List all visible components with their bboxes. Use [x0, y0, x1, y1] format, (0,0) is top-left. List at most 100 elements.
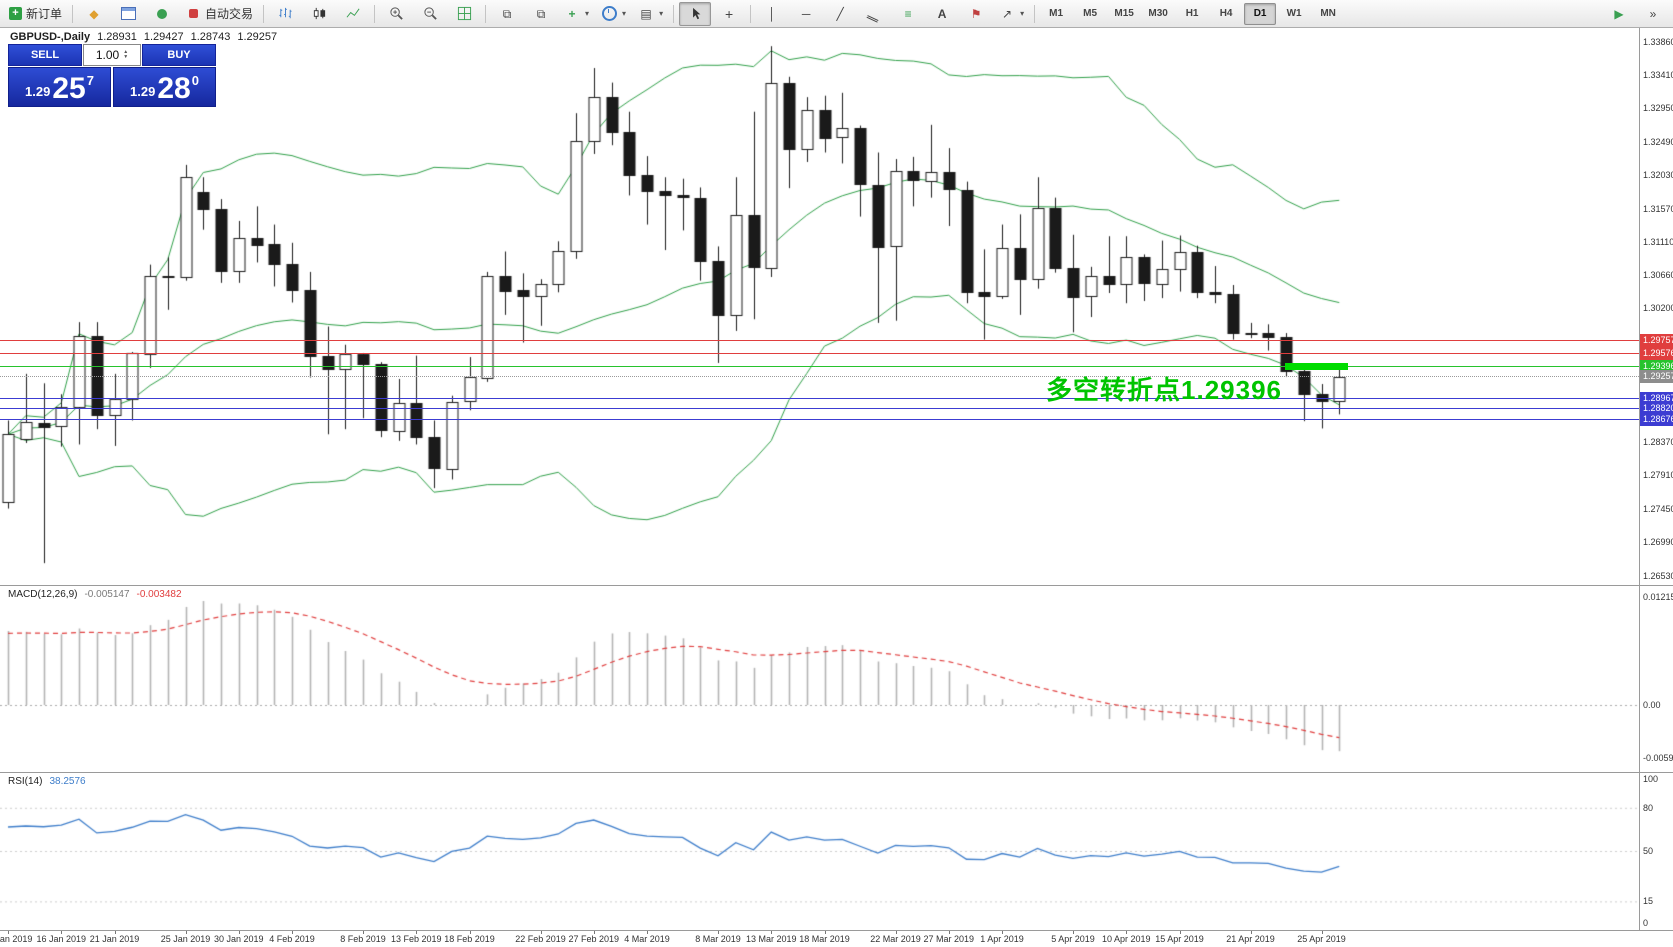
timeframe-d1-button[interactable]: D1	[1244, 2, 1277, 25]
toolbar-separator	[72, 4, 74, 23]
horizontal-line[interactable]	[0, 408, 1639, 410]
text-tool-button[interactable]: A	[926, 2, 958, 26]
autoscroll-button[interactable]: ▶	[1603, 2, 1635, 26]
horizontal-line[interactable]	[0, 340, 1639, 342]
cascade-windows-button[interactable]: ⧉	[525, 2, 557, 26]
spinner-up-icon[interactable]: ▲	[123, 49, 129, 55]
toolbar-separator	[673, 4, 675, 23]
spinner-down-icon[interactable]: ▼	[123, 54, 129, 60]
new-order-icon: +	[9, 7, 22, 20]
chart-canvas[interactable]	[0, 28, 1639, 930]
timeframe-m30-button[interactable]: M30	[1148, 8, 1168, 19]
timeframe-h4-button[interactable]: H4	[1219, 8, 1233, 19]
horizontal-line[interactable]	[0, 397, 1639, 399]
bid-big-digits: 25	[52, 72, 86, 105]
buy-button[interactable]: BUY	[142, 44, 216, 66]
main-toolbar: + 新订单 ◆ 自动交易 ⧉ ⧉ + ▾ ▾ ▤ ▾ + │ ─ ╱ ∥ ≡ A ⚑…	[0, 0, 1673, 28]
chevron-down-icon: ▾	[622, 9, 627, 18]
date-axis-label: 16 Jan 2019	[36, 934, 87, 944]
date-axis-label: 22 Mar 2019	[870, 934, 921, 944]
zoom-in-button[interactable]	[380, 2, 412, 26]
timeframe-m15-button[interactable]: M15	[1114, 8, 1134, 19]
rsi-label: RSI(14) 38.2576	[8, 776, 86, 787]
timeframe-m5-button[interactable]: M5	[1083, 8, 1098, 19]
profiles-button[interactable]	[146, 2, 178, 26]
periods-button[interactable]: ▾	[596, 2, 631, 26]
timeframe-h1-button[interactable]: H1	[1185, 8, 1199, 19]
date-tick	[239, 931, 240, 934]
add-indicator-icon: +	[568, 6, 576, 21]
metaeditor-button[interactable]: ◆	[78, 2, 110, 26]
price-axis-label: 1.28370	[1643, 436, 1673, 447]
horizontal-line[interactable]	[0, 353, 1639, 355]
new-order-button[interactable]: + 新订单	[4, 2, 67, 26]
rsi-axis-label: 0	[1643, 918, 1649, 928]
text-icon: A	[937, 6, 947, 21]
cursor-tool-button[interactable]	[679, 1, 712, 26]
pane-separator-rsi[interactable]	[0, 772, 1673, 773]
autotrading-button[interactable]: 自动交易	[180, 2, 258, 26]
bar-chart-icon	[277, 6, 293, 22]
label-tool-button[interactable]: ⚑	[960, 2, 992, 26]
chart-shift-icon: »	[1649, 6, 1657, 21]
horizontal-line[interactable]	[0, 376, 1639, 378]
chart-shift-button[interactable]: »	[1637, 2, 1669, 26]
date-tick	[594, 931, 595, 934]
timeframe-m1-button[interactable]: M1	[1049, 8, 1064, 19]
arrows-tool-button[interactable]: ↗ ▾	[994, 2, 1029, 26]
volume-input[interactable]: 1.00 ▲ ▼	[83, 44, 141, 66]
pane-separator-macd[interactable]	[0, 585, 1673, 586]
price-axis-label: 1.27450	[1643, 503, 1673, 514]
zoom-in-icon	[388, 6, 404, 22]
indicators-button[interactable]: + ▾	[559, 2, 594, 26]
candle-chart-mode-button[interactable]	[303, 2, 335, 26]
date-axis-label: 21 Jan 2019	[89, 934, 140, 944]
date-axis-label: 22 Feb 2019	[515, 934, 566, 944]
price-axis-label: 1.27910	[1643, 470, 1673, 481]
vertical-line-tool-button[interactable]: │	[756, 2, 788, 26]
timeframe-mn-button[interactable]: MN	[1320, 8, 1336, 19]
buy-price-button[interactable]: 1.29 28 0	[113, 67, 216, 107]
sell-button[interactable]: SELL	[8, 44, 82, 66]
low-value: 1.28743	[190, 31, 231, 43]
date-tick	[825, 931, 826, 934]
annotation-text[interactable]: 多空转折点1.29396	[1046, 375, 1282, 405]
chevron-down-icon: ▾	[659, 9, 664, 18]
crosshair-tool-button[interactable]: +	[713, 2, 745, 26]
bar-chart-mode-button[interactable]	[269, 2, 301, 26]
templates-button[interactable]: ▤ ▾	[633, 2, 668, 26]
fibonacci-tool-button[interactable]: ≡	[892, 2, 924, 26]
price-scale[interactable]: 1.33860 1.33410 1.32950 1.32490 1.32030 1.315…	[1639, 28, 1673, 930]
date-tick	[416, 931, 417, 934]
date-axis-label: 27 Mar 2019	[923, 934, 975, 944]
line-chart-mode-button[interactable]	[337, 2, 369, 26]
zoom-out-button[interactable]	[414, 2, 446, 26]
horizontal-line[interactable]	[0, 418, 1639, 420]
date-axis-label: 18 Mar 2019	[799, 934, 850, 944]
timeframe-w1-button[interactable]: W1	[1286, 8, 1302, 19]
sell-label: SELL	[30, 49, 60, 61]
sell-price-button[interactable]: 1.29 25 7	[8, 67, 111, 107]
tile-windows-icon	[456, 6, 472, 22]
new-chart-button[interactable]	[112, 2, 144, 26]
tile-windows-button[interactable]	[448, 2, 480, 26]
volume-spinner[interactable]: ▲ ▼	[123, 50, 128, 60]
horizontal-line[interactable]	[0, 366, 1639, 368]
date-axis-label: 13 Feb 2019	[390, 934, 442, 944]
price-axis-label: 1.31570	[1643, 203, 1673, 214]
toolbar-separator	[374, 4, 376, 23]
date-axis-label: 5 Apr 2019	[1051, 934, 1095, 944]
channel-tool-button[interactable]: ∥	[858, 2, 890, 26]
arrange-windows-button[interactable]: ⧉	[491, 2, 523, 26]
buy-label: BUY	[167, 49, 191, 61]
trendline-tool-button[interactable]: ╱	[824, 2, 856, 26]
close-value: 1.29257	[237, 31, 278, 43]
bid-pipette: 7	[86, 73, 94, 88]
price-tag: 1.28967	[1640, 391, 1673, 405]
horizontal-line-tool-button[interactable]: ─	[790, 2, 822, 26]
macd-name: MACD(12,26,9)	[8, 589, 78, 600]
fibonacci-icon: ≡	[904, 6, 912, 21]
highlight-segment[interactable]	[1285, 363, 1348, 371]
